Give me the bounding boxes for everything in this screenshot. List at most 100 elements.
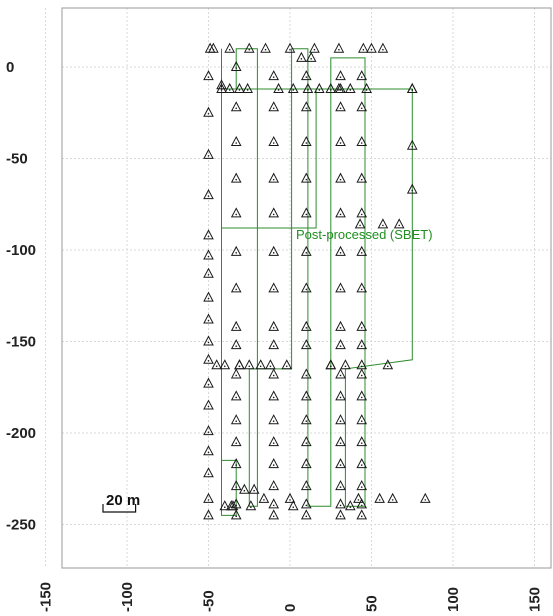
marker-dot <box>339 345 342 347</box>
marker-dot <box>305 107 308 110</box>
triangle-marker <box>393 218 405 229</box>
marker-dot <box>277 89 280 91</box>
triangle-marker <box>356 245 368 256</box>
marker-dot <box>272 442 275 444</box>
triangle-marker <box>268 101 280 112</box>
marker-dot <box>207 76 210 78</box>
marker-dot <box>235 288 238 291</box>
marker-dot <box>238 365 241 368</box>
marker-dot <box>228 48 231 51</box>
triangle-marker <box>203 335 214 346</box>
triangle-marker <box>243 359 255 370</box>
triangle-marker <box>203 353 214 364</box>
marker-dot <box>338 89 340 91</box>
triangle-marker <box>234 359 245 370</box>
triangle-marker <box>335 480 346 491</box>
marker-dot <box>305 464 308 466</box>
marker-dot <box>339 396 342 399</box>
marker-dot <box>305 515 308 518</box>
triangle-marker <box>230 436 242 447</box>
marker-dot <box>338 48 340 51</box>
marker-dot <box>235 464 238 466</box>
y-tick-label: -100 <box>6 242 36 259</box>
marker-dot <box>339 252 342 254</box>
triangle-marker <box>335 498 346 509</box>
marker-dot <box>207 297 210 300</box>
track-lines <box>221 48 413 516</box>
triangle-marker <box>335 390 346 401</box>
y-tick-label: -50 <box>6 151 28 168</box>
triangle-marker <box>281 359 293 370</box>
marker-dot <box>230 506 233 509</box>
triangle-marker <box>216 79 227 90</box>
triangle-marker <box>230 60 242 71</box>
marker-dot <box>360 252 363 254</box>
triangle-marker <box>243 42 255 53</box>
marker-dot <box>305 142 308 144</box>
marker-dot <box>248 365 251 368</box>
triangle-marker <box>203 148 214 159</box>
triangle-marker <box>335 172 346 183</box>
marker-dot <box>272 142 275 144</box>
triangle-marker <box>356 480 368 491</box>
triangle-marker <box>335 339 346 350</box>
marker-dot <box>305 396 308 399</box>
marker-dot <box>398 224 401 227</box>
triangle-marker <box>230 458 242 469</box>
x-tick-label: 150 <box>527 587 544 612</box>
triangle-marker <box>255 359 266 370</box>
marker-dot <box>360 345 363 347</box>
marker-dot <box>310 58 312 60</box>
triangle-marker <box>356 339 368 350</box>
marker-dot <box>272 178 275 181</box>
triangle-marker <box>230 245 242 256</box>
triangle-marker <box>300 480 312 491</box>
marker-dot <box>411 145 414 148</box>
marker-dot <box>272 374 275 377</box>
x-tick-label: -100 <box>119 582 136 612</box>
marker-dot <box>305 76 308 78</box>
marker-dot <box>207 499 210 501</box>
triangle-marker <box>356 436 368 447</box>
triangle-marker <box>265 359 276 370</box>
triangle-marker <box>287 82 299 93</box>
triangle-marker <box>245 500 257 511</box>
triangle-marker <box>300 320 312 331</box>
triangle-marker <box>356 509 368 520</box>
marker-dot <box>300 58 303 60</box>
marker-dot <box>339 515 342 518</box>
triangle-marker <box>268 245 280 256</box>
triangle-marker <box>335 458 346 469</box>
triangle-marker <box>366 42 377 53</box>
x-tick-label: -50 <box>201 590 218 612</box>
y-tick-label: 0 <box>6 59 14 76</box>
marker-dot <box>382 224 384 227</box>
triangle-marker <box>387 492 399 503</box>
triangle-markers <box>203 42 431 520</box>
marker-dot <box>272 213 275 216</box>
marker-dot <box>360 486 363 488</box>
triangle-marker <box>204 42 216 53</box>
marker-dot <box>360 442 363 444</box>
triangle-marker <box>230 509 242 520</box>
marker-dot <box>339 76 342 78</box>
marker-dot <box>272 252 275 254</box>
triangle-marker <box>356 70 368 81</box>
triangle-marker <box>203 509 214 520</box>
triangle-marker <box>333 42 345 53</box>
triangle-marker <box>203 313 214 324</box>
marker-dot <box>235 345 238 347</box>
marker-dot <box>339 107 342 110</box>
marker-dot <box>253 489 255 492</box>
triangle-marker <box>335 82 346 93</box>
marker-dot <box>263 499 265 501</box>
triangle-marker <box>356 390 368 401</box>
triangle-marker <box>230 339 242 350</box>
triangle-marker <box>268 390 280 401</box>
triangle-marker <box>225 500 237 511</box>
triangle-marker <box>354 218 366 229</box>
marker-dot <box>360 178 363 181</box>
triangle-marker <box>300 101 312 112</box>
marker-dot <box>235 252 238 254</box>
triangle-marker <box>300 172 312 183</box>
